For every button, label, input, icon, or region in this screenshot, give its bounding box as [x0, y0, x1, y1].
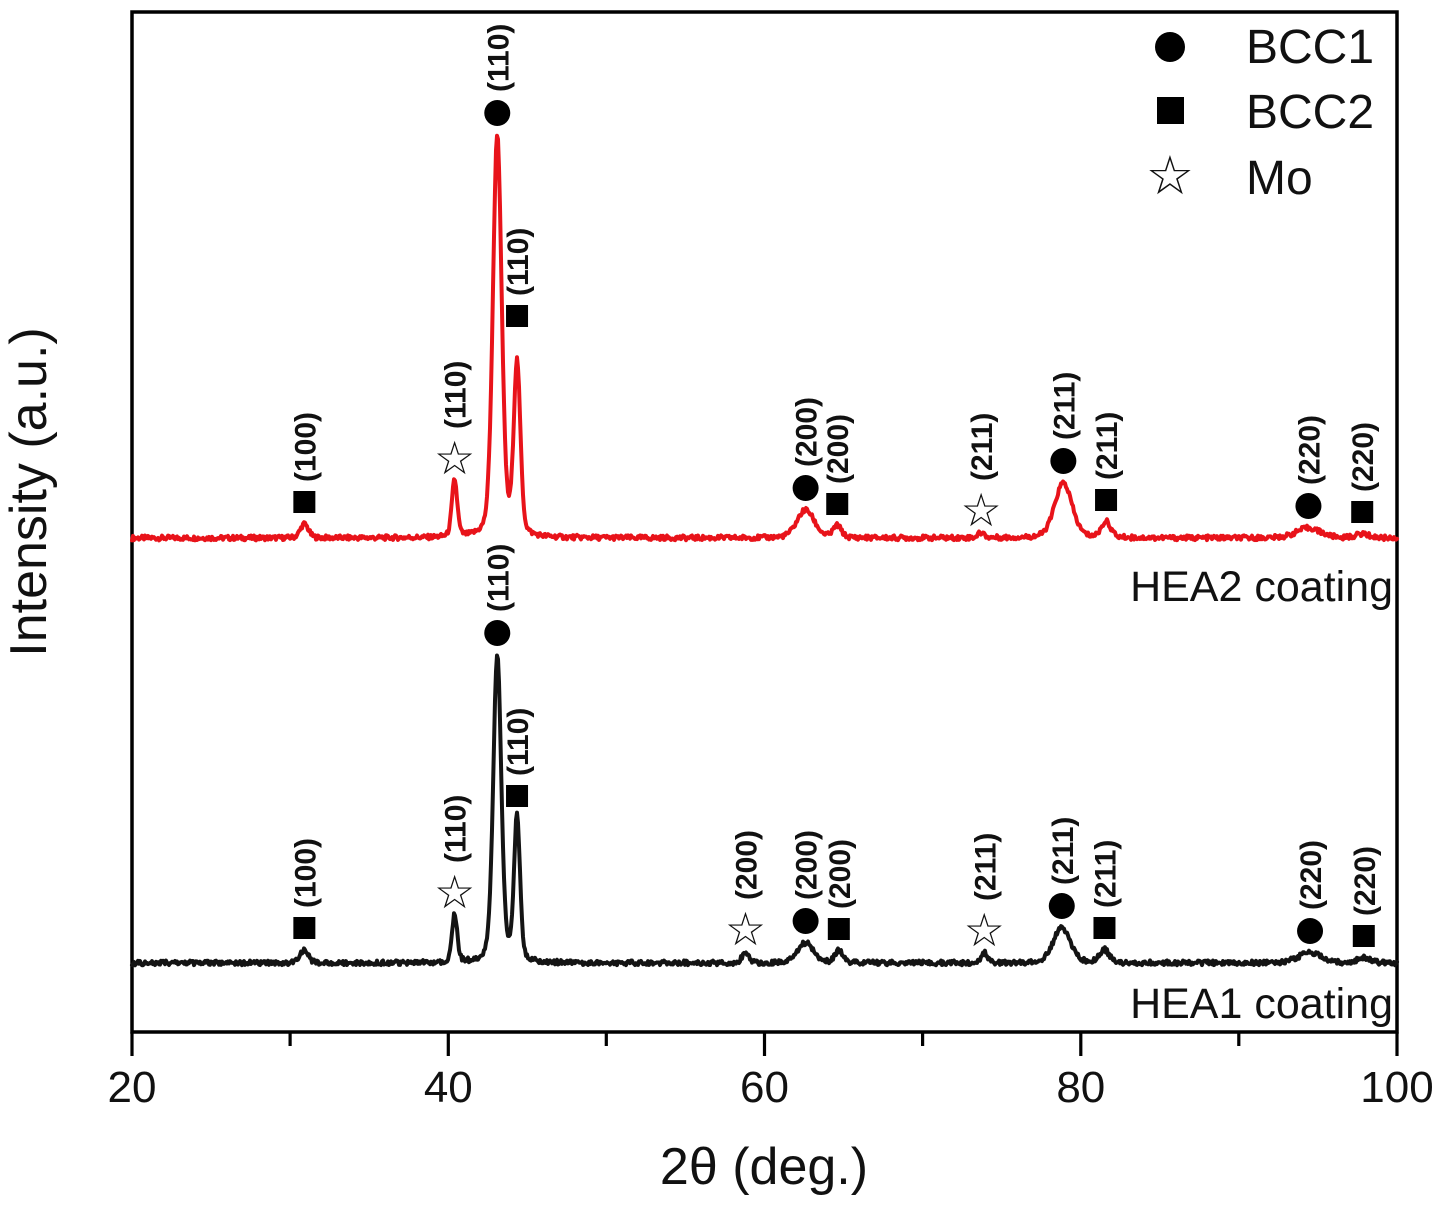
peak-marker-star-mo-110-hea1-coating: ☆ — [434, 865, 475, 919]
legend-label-mo: Mo — [1246, 152, 1313, 205]
x-tick-label-20: 20 — [108, 1063, 157, 1112]
peak-marker-star-mo-200-hea1-coating: ☆ — [725, 902, 766, 956]
peak-label-mo-110-hea2-coating: (110) — [440, 361, 473, 429]
peak-label-bcc2-100-hea1-coating: (100) — [289, 838, 322, 908]
peak-marker-star-mo-110-hea2-coating: ☆ — [434, 431, 475, 485]
peak-marker-square-bcc2-220-hea2-coating — [1351, 501, 1374, 523]
legend-label-bcc1: BCC1 — [1246, 21, 1374, 74]
peak-marker-square-bcc2-211-hea2-coating — [1095, 489, 1118, 511]
x-tick-label-40: 40 — [424, 1063, 473, 1112]
peak-marker-circle-bcc1-220-hea2-coating — [1295, 493, 1322, 519]
peak-label-bcc2-100-hea2-coating: (100) — [289, 412, 322, 482]
curves-layer — [130, 133, 1399, 968]
peak-marker-circle-bcc1-211-hea2-coating — [1050, 448, 1077, 474]
peak-label-bcc1-220-hea2-coating: (220) — [1293, 415, 1326, 485]
peak-annotations-layer: (100) ☆(110)(110)(110)(200)(200)☆(211)(21… — [289, 24, 1381, 957]
legend-label-bcc2: BCC2 — [1246, 86, 1374, 139]
peak-marker-square-bcc2-220-hea1-coating — [1352, 925, 1375, 947]
curve-hea2-coating — [130, 133, 1399, 543]
legend: BCC1 BCC2 ☆ Mo — [1146, 21, 1374, 207]
legend-marker-square-icon — [1157, 97, 1184, 124]
peak-label-bcc2-211-hea1-coating: (211) — [1089, 840, 1122, 908]
peak-marker-square-bcc2-110-hea1-coating — [506, 785, 529, 807]
peak-marker-circle-bcc1-200-hea2-coating — [792, 475, 819, 501]
series-label-hea1-coating: HEA1 coating — [1130, 980, 1393, 1028]
series-label-hea2-coating: HEA2 coating — [1130, 563, 1393, 611]
peak-label-bcc2-220-hea2-coating: (220) — [1347, 422, 1380, 492]
peak-label-bcc2-110-hea2-coating: (110) — [502, 228, 535, 296]
peak-label-bcc2-200-hea2-coating: (200) — [822, 414, 855, 484]
peak-marker-square-bcc2-200-hea2-coating — [826, 493, 849, 515]
peak-label-bcc1-200-hea2-coating: (200) — [791, 397, 824, 467]
y-axis-title: Intensity (a.u.) — [0, 327, 58, 656]
peak-label-mo-211-hea2-coating: (211) — [966, 413, 999, 481]
x-tick-label-80: 80 — [1056, 1063, 1105, 1112]
peak-marker-square-bcc2-200-hea1-coating — [827, 918, 850, 940]
peak-label-bcc1-110-hea1-coating: (110) — [482, 544, 515, 612]
peak-marker-star-mo-211-hea1-coating: ☆ — [964, 903, 1005, 957]
x-tick-label-100: 100 — [1360, 1063, 1433, 1112]
peak-label-mo-110-hea1-coating: (110) — [440, 795, 473, 863]
peak-marker-star-mo-211-hea2-coating: ☆ — [961, 483, 1002, 537]
curve-hea1-coating — [130, 653, 1399, 968]
x-axis-tick-labels: 20 40 60 80 100 — [108, 1063, 1434, 1112]
peak-label-bcc2-211-hea2-coating: (211) — [1091, 412, 1124, 480]
peak-label-bcc1-200-hea1-coating: (200) — [791, 830, 824, 900]
peak-label-bcc2-200-hea1-coating: (200) — [824, 839, 857, 909]
legend-marker-circle-icon — [1155, 32, 1185, 62]
peak-marker-circle-bcc1-220-hea1-coating — [1297, 918, 1324, 944]
peak-marker-square-bcc2-211-hea1-coating — [1093, 917, 1116, 939]
peak-label-bcc1-220-hea1-coating: (220) — [1295, 840, 1328, 910]
x-axis-ticks — [130, 1032, 1399, 1056]
peak-marker-circle-bcc1-211-hea1-coating — [1048, 893, 1075, 919]
peak-marker-square-bcc2-100-hea2-coating — [293, 491, 316, 513]
peak-label-bcc1-211-hea1-coating: (211) — [1047, 817, 1080, 885]
legend-marker-star-icon: ☆ — [1146, 144, 1194, 207]
peak-label-bcc1-211-hea2-coating: (211) — [1048, 372, 1081, 440]
peak-marker-circle-bcc1-110-hea2-coating — [484, 100, 511, 126]
peak-label-mo-211-hea1-coating: (211) — [969, 833, 1002, 901]
peak-marker-circle-bcc1-200-hea1-coating — [792, 908, 819, 934]
peak-label-bcc1-110-hea2-coating: (110) — [482, 24, 515, 92]
peak-marker-square-bcc2-100-hea1-coating — [293, 917, 316, 939]
peak-label-bcc2-110-hea1-coating: (110) — [502, 708, 535, 776]
peak-label-mo-200-hea1-coating: (200) — [731, 830, 764, 900]
x-tick-label-60: 60 — [740, 1063, 789, 1112]
x-axis-title: 2θ (deg.) — [660, 1138, 868, 1196]
peak-label-bcc2-220-hea1-coating: (220) — [1349, 846, 1382, 916]
peak-marker-circle-bcc1-110-hea1-coating — [484, 620, 511, 646]
peak-marker-square-bcc2-110-hea2-coating — [506, 305, 529, 327]
